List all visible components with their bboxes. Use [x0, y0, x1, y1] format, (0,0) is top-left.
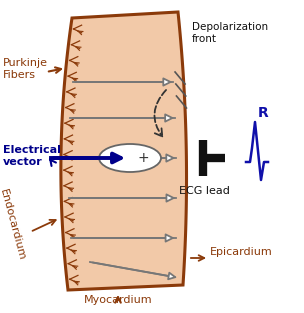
Text: Depolarization
front: Depolarization front: [192, 22, 268, 44]
FancyArrowPatch shape: [154, 90, 166, 136]
Text: Epicardium: Epicardium: [210, 247, 273, 257]
Text: Myocardium: Myocardium: [84, 295, 152, 305]
Text: +: +: [137, 151, 149, 165]
Ellipse shape: [99, 144, 161, 172]
Text: R: R: [257, 106, 268, 120]
Text: Electrical
vector: Electrical vector: [3, 145, 61, 167]
Text: ECG lead: ECG lead: [178, 186, 230, 196]
Polygon shape: [61, 12, 187, 290]
Text: Endocardium: Endocardium: [0, 188, 26, 262]
Text: Purkinje
Fibers: Purkinje Fibers: [3, 58, 48, 80]
Text: −: −: [111, 151, 123, 165]
